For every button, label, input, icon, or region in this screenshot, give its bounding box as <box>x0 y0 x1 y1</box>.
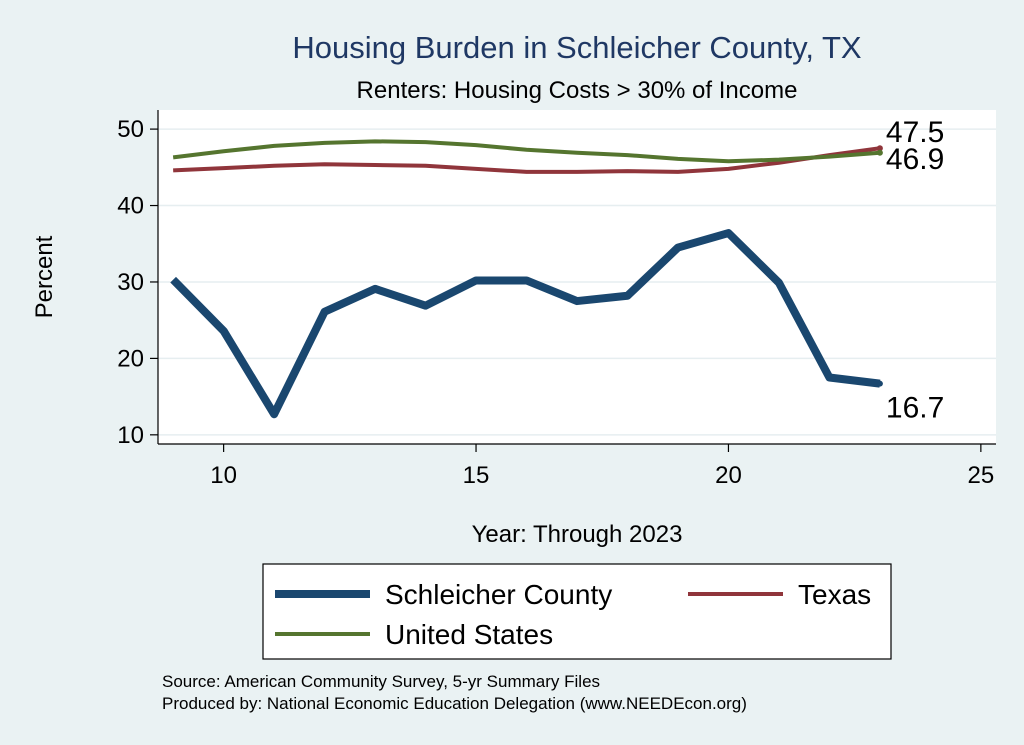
y-tick-label: 20 <box>117 345 144 372</box>
end-label-schleicher-county: 16.7 <box>886 392 944 425</box>
end-marker-schleicher-county <box>876 380 883 387</box>
x-tick-label: 25 <box>968 462 995 489</box>
legend-label-schleicher-county: Schleicher County <box>385 579 612 610</box>
chart-subtitle: Renters: Housing Costs > 30% of Income <box>357 77 798 104</box>
x-tick-label: 15 <box>463 462 490 489</box>
y-tick-label: 50 <box>117 116 144 143</box>
y-ticks: 10 20 30 40 50 <box>117 116 158 449</box>
legend-box <box>262 563 892 660</box>
x-axis-title: Year: Through 2023 <box>472 521 683 548</box>
end-label-texas: 47.5 <box>886 116 944 149</box>
y-axis-title: Percent <box>31 235 58 318</box>
source-line-1: Source: American Community Survey, 5-yr … <box>162 672 600 691</box>
y-tick-label: 10 <box>117 422 144 449</box>
series-line-texas <box>173 146 881 174</box>
source-line-2: Produced by: National Economic Education… <box>162 694 747 713</box>
end-label-united-states: 46.9 <box>886 143 944 176</box>
legend: Schleicher County Texas United States <box>275 579 871 650</box>
y-tick-label: 40 <box>117 193 144 220</box>
legend-label-texas: Texas <box>798 579 871 610</box>
end-labels: 16.7 47.546.9 <box>886 116 944 424</box>
y-tick-label: 30 <box>117 269 144 296</box>
series-lines <box>170 139 883 419</box>
x-tick-label: 20 <box>715 462 742 489</box>
end-marker-united-states <box>876 149 883 156</box>
x-tick-label: 10 <box>210 462 237 489</box>
end-marker-texas <box>876 145 883 152</box>
chart-title: Housing Burden in Schleicher County, TX <box>292 30 862 65</box>
series-line-schleicher-county <box>170 229 881 419</box>
series-line-united-states <box>172 139 881 164</box>
x-ticks: 10 15 20 25 <box>210 444 994 489</box>
legend-label-united-states: United States <box>385 619 553 650</box>
